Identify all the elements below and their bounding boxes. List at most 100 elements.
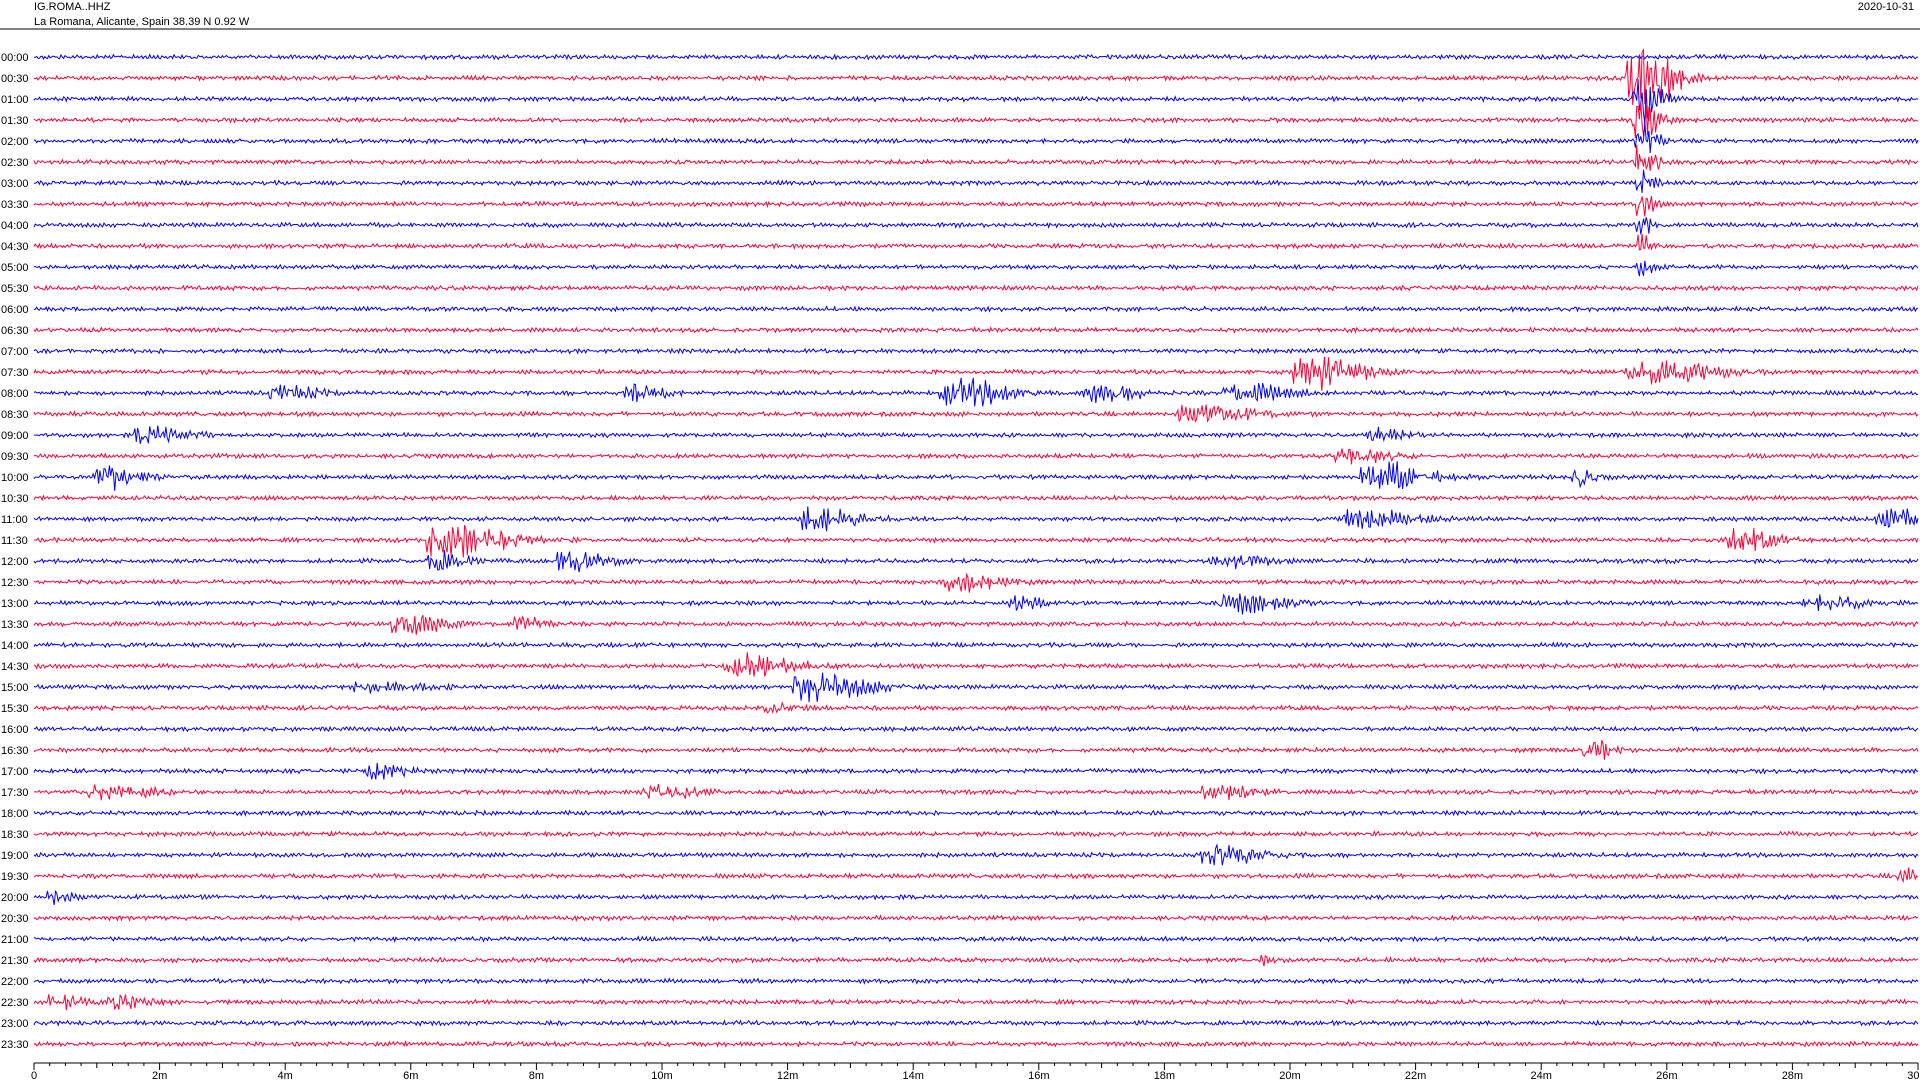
trace-1930: [33, 867, 1919, 884]
trace-1200: [33, 549, 1919, 573]
row-label: 09:30: [1, 451, 29, 463]
x-tick-label: 28m: [1782, 1070, 1803, 1080]
trace-0430: [33, 234, 1919, 251]
trace-2030: [33, 914, 1919, 922]
row-label: 04:00: [1, 220, 29, 232]
row-label-group: 00:00 00:30 01:00 01:30 02:00 02:30 03:00 03:30…: [1, 52, 29, 1051]
row-label: 17:00: [1, 766, 29, 778]
row-label: 06:00: [1, 304, 29, 316]
trace-1830: [33, 830, 1919, 838]
trace-1730: [33, 783, 1919, 801]
trace-2000: [33, 890, 1919, 906]
row-label: 18:30: [1, 829, 29, 841]
row-label: 14:30: [1, 661, 29, 673]
row-label: 14:00: [1, 640, 29, 652]
x-tick-label: 2m: [152, 1070, 167, 1080]
trace-0630: [33, 326, 1919, 334]
row-label: 15:00: [1, 682, 29, 694]
trace-1100: [33, 506, 1919, 532]
row-label: 00:00: [1, 52, 29, 64]
row-label: 11:00: [1, 514, 28, 526]
row-label: 03:00: [1, 178, 29, 190]
row-label: 08:30: [1, 409, 29, 421]
trace-1300: [33, 593, 1919, 615]
row-label: 21:00: [1, 934, 29, 946]
trace-0600: [33, 305, 1919, 313]
row-label: 09:00: [1, 430, 29, 442]
x-tick-label: 0: [31, 1070, 37, 1080]
row-label: 16:30: [1, 745, 29, 757]
row-label: 12:00: [1, 556, 29, 568]
trace-0730: [33, 356, 1919, 391]
x-tick-label: 16m: [1028, 1070, 1049, 1080]
x-tick-label: 18m: [1154, 1070, 1175, 1080]
trace-1230: [33, 572, 1919, 593]
trace-0230: [33, 144, 1919, 171]
row-label: 03:30: [1, 199, 29, 211]
trace-1330: [33, 615, 1919, 635]
row-label: 23:00: [1, 1018, 29, 1030]
trace-2330: [33, 1040, 1919, 1048]
x-tick-label: 4m: [278, 1070, 293, 1080]
trace-0030: [33, 48, 1919, 105]
x-tick-label: 30m: [1907, 1070, 1920, 1080]
row-label: 23:30: [1, 1039, 29, 1051]
row-label: 04:30: [1, 241, 29, 253]
x-tick-label: 24m: [1530, 1070, 1551, 1080]
trace-1900: [33, 843, 1919, 866]
trace-1600: [33, 725, 1919, 733]
trace-1000: [33, 461, 1919, 491]
x-tick-label: 8m: [529, 1070, 544, 1080]
x-tick-label: 14m: [902, 1070, 923, 1080]
trace-2300: [33, 1019, 1919, 1027]
trace-2200: [33, 977, 1919, 985]
trace-group: [33, 48, 1919, 1048]
row-label: 00:30: [1, 73, 29, 85]
trace-0330: [33, 196, 1919, 217]
trace-0530: [33, 284, 1919, 292]
row-label: 01:00: [1, 94, 29, 106]
x-tick-label: 10m: [651, 1070, 672, 1080]
trace-0400: [33, 217, 1919, 235]
trace-1430: [33, 652, 1919, 678]
row-label: 02:30: [1, 157, 29, 169]
trace-1030: [33, 494, 1919, 502]
trace-2130: [33, 954, 1919, 967]
row-label: 18:00: [1, 808, 29, 820]
row-label: 13:30: [1, 619, 29, 631]
row-label: 11:30: [1, 535, 28, 547]
trace-0200: [33, 122, 1919, 153]
row-label: 21:30: [1, 955, 29, 967]
row-label: 16:00: [1, 724, 29, 736]
row-label: 05:30: [1, 283, 29, 295]
trace-1500: [33, 672, 1919, 703]
trace-0700: [33, 347, 1919, 355]
trace-0500: [33, 260, 1919, 277]
trace-1800: [33, 809, 1919, 817]
trace-0930: [33, 448, 1919, 465]
row-label: 22:00: [1, 976, 29, 988]
row-label: 19:00: [1, 850, 29, 862]
trace-0100: [33, 79, 1919, 124]
row-label: 05:00: [1, 262, 29, 274]
time-axis: 0 2m 4m 6m 8m 10m 12m 14m 16m 18m 20m 22m 24m 26m 28m 3…: [31, 1062, 1920, 1080]
trace-1130: [33, 525, 1919, 558]
trace-2100: [33, 935, 1919, 943]
row-label: 10:00: [1, 472, 29, 484]
station-location: La Romana, Alicante, Spain 38.39 N 0.92 …: [34, 16, 250, 28]
row-label: 12:30: [1, 577, 29, 589]
trace-1700: [33, 762, 1919, 780]
trace-1630: [33, 740, 1919, 760]
row-label: 01:30: [1, 115, 29, 127]
row-label: 22:30: [1, 997, 29, 1009]
x-tick-label: 22m: [1405, 1070, 1426, 1080]
station-header: IG.ROMA..HHZ La Romana, Alicante, Spain …: [34, 0, 249, 30]
trace-0900: [33, 425, 1919, 444]
row-label: 20:30: [1, 913, 29, 925]
row-label: 07:30: [1, 367, 29, 379]
row-label: 19:30: [1, 871, 29, 883]
trace-1400: [33, 641, 1919, 649]
station-code: IG.ROMA..HHZ: [34, 1, 111, 13]
row-label: 20:00: [1, 892, 29, 904]
row-label: 17:30: [1, 787, 29, 799]
